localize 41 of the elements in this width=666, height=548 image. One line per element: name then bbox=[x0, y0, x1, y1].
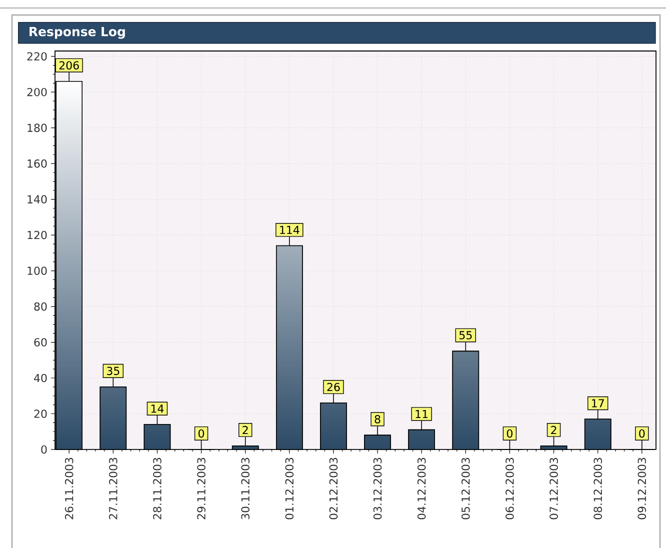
data-label: 11 bbox=[416, 410, 428, 418]
x-tick-label: 02.12.2003 bbox=[329, 458, 338, 520]
x-tick-label: 29.11.2003 bbox=[197, 458, 206, 520]
data-label: 8 bbox=[374, 415, 380, 424]
x-tick-label: 06.12.2003 bbox=[506, 458, 514, 520]
x-tick-label: 28.11.2003 bbox=[153, 458, 162, 520]
data-label: 206 bbox=[59, 61, 79, 70]
y-tick-label: 220 bbox=[27, 52, 47, 61]
x-tick-label: 05.12.2003 bbox=[462, 458, 470, 520]
y-tick-label: 100 bbox=[28, 266, 47, 275]
data-label: 26 bbox=[327, 382, 340, 392]
data-label: 2 bbox=[551, 426, 556, 434]
data-label: 2 bbox=[242, 426, 248, 434]
y-tick-label: 60 bbox=[34, 338, 47, 346]
y-tick-label: 20 bbox=[34, 410, 47, 418]
y-tick-label: 40 bbox=[34, 374, 47, 382]
y-tick-label: 200 bbox=[27, 88, 47, 96]
y-tick-label: 80 bbox=[34, 302, 47, 311]
x-tick-label: 30.11.2003 bbox=[241, 458, 250, 520]
x-tick-label: 04.12.2003 bbox=[417, 458, 426, 520]
y-tick-label: 0 bbox=[41, 445, 47, 454]
y-tick-label: 140 bbox=[28, 195, 47, 204]
x-tick-label: 08.12.2003 bbox=[594, 458, 602, 520]
y-tick-label: 180 bbox=[28, 124, 47, 132]
data-label: 114 bbox=[280, 226, 300, 234]
chart-title: Response Log bbox=[30, 26, 125, 39]
x-tick-label: 03.12.2003 bbox=[373, 458, 382, 520]
data-label: 35 bbox=[107, 366, 120, 376]
data-label: 0 bbox=[506, 429, 512, 438]
data-label: 14 bbox=[151, 404, 164, 413]
x-tick-label: 07.12.2003 bbox=[550, 458, 558, 520]
x-tick-label: 27.11.2003 bbox=[109, 458, 118, 520]
data-label: 0 bbox=[198, 429, 204, 438]
data-label: 0 bbox=[639, 429, 645, 438]
data-label: 17 bbox=[592, 399, 604, 408]
x-tick-label: 09.12.2003 bbox=[638, 458, 646, 520]
x-tick-label: 26.11.2003 bbox=[64, 458, 74, 520]
y-tick-label: 160 bbox=[28, 159, 47, 168]
data-label: 55 bbox=[460, 331, 472, 340]
y-tick-label: 120 bbox=[28, 230, 47, 240]
x-tick-label: 01.12.2003 bbox=[285, 458, 294, 520]
